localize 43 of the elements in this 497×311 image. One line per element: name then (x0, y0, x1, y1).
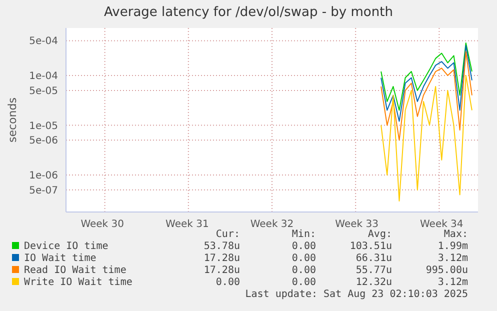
y-tick-label: 5e-06 (29, 136, 58, 147)
text: 0.00 (290, 240, 316, 252)
y-tick-label: 5e-04 (29, 36, 58, 48)
y-tick-label: 1e-04 (29, 71, 58, 82)
x-tick-label: Week 34 (420, 219, 464, 230)
text: 103.51u (348, 240, 392, 252)
text: 3.12m (436, 276, 468, 288)
x-tick-label: Week 30 (80, 219, 124, 230)
text: 3.12m (436, 252, 468, 264)
text: Cur: (216, 228, 240, 240)
legend-label: IO Wait time (23, 252, 98, 264)
text: 0.00 (290, 264, 316, 276)
legend-label: Device IO time (23, 240, 110, 252)
text: 0.00 (290, 276, 316, 288)
text: Min: (290, 228, 316, 240)
text: 0.00 (214, 276, 240, 288)
y-axis-title: seconds (6, 97, 19, 142)
text: 0.00 (290, 252, 316, 264)
y-tick-label: 1e-06 (29, 170, 58, 182)
x-tick-label: Week 33 (335, 219, 378, 230)
text: 17.28u (202, 264, 240, 276)
text: Max: (442, 228, 468, 240)
line-series (380, 51, 472, 141)
text: Last update: Sat Aug 23 02:10:03 2025 (244, 288, 468, 300)
text: 995.00u (424, 264, 468, 276)
text: 55.77u (354, 264, 392, 276)
text: Avg: (366, 228, 392, 240)
text: 12.32u (354, 276, 392, 288)
x-tick-label: Week 32 (250, 219, 294, 230)
line-series (380, 45, 472, 122)
x-tick-label: Week 31 (166, 219, 209, 230)
y-tick-label: 1e-05 (29, 120, 58, 132)
line-series (380, 74, 472, 202)
text: 66.31u (354, 252, 392, 264)
y-tick-label: 5e-07 (29, 185, 58, 196)
text: 53.78u (202, 240, 240, 252)
chart-title: Average latency for /dev/ol/swap - by month (103, 5, 394, 20)
text: 1.99m (436, 240, 468, 252)
legend-label: Read IO Wait time (23, 264, 128, 276)
legend-label: Write IO Wait time (23, 276, 134, 288)
line-series (380, 42, 472, 111)
y-tick-label: 5e-05 (29, 86, 58, 97)
text: 17.28u (202, 252, 240, 264)
